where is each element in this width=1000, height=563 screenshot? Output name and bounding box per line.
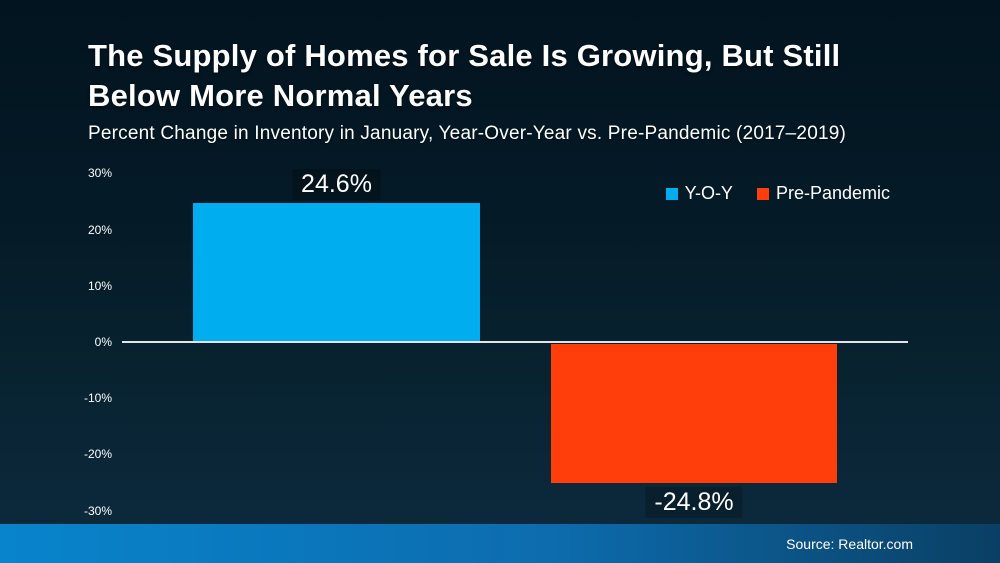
y-tick-label: 0% [94,335,112,349]
chart-title-line1: The Supply of Homes for Sale Is Growing,… [88,38,841,73]
chart-title-line2: Below More Normal Years [88,78,473,113]
bar-value-label-yoy: 24.6% [292,168,381,200]
y-tick-label: 20% [87,222,112,237]
y-tick-label: 30% [87,166,112,181]
source-attribution: Source: Realtor.com [786,535,913,552]
bar-value-label-pre-pandemic: -24.8% [645,487,743,519]
footer-bar: Source: Realtor.com [0,524,1000,563]
bar-pre-pandemic [551,344,837,484]
zero-axis-line [122,341,908,343]
y-tick-label: -20% [83,447,112,462]
chart-title: The Supply of Homes for Sale Is Growing,… [88,36,840,116]
legend: Y-O-Y Pre-Pandemic [665,183,890,204]
bar-yoy [193,202,480,341]
legend-swatch-pre-pandemic-icon [756,187,769,200]
y-tick-label: -10% [83,391,112,406]
y-tick-label: -30% [83,503,112,518]
chart-subtitle: Percent Change in Inventory in January, … [88,123,847,144]
y-tick-label: 10% [87,278,112,293]
legend-swatch-yoy-icon [665,187,678,200]
legend-item-yoy: Y-O-Y [665,183,733,204]
legend-label-pre-pandemic: Pre-Pandemic [775,183,890,203]
legend-item-pre-pandemic: Pre-Pandemic [756,183,890,204]
legend-label-yoy: Y-O-Y [684,183,733,203]
